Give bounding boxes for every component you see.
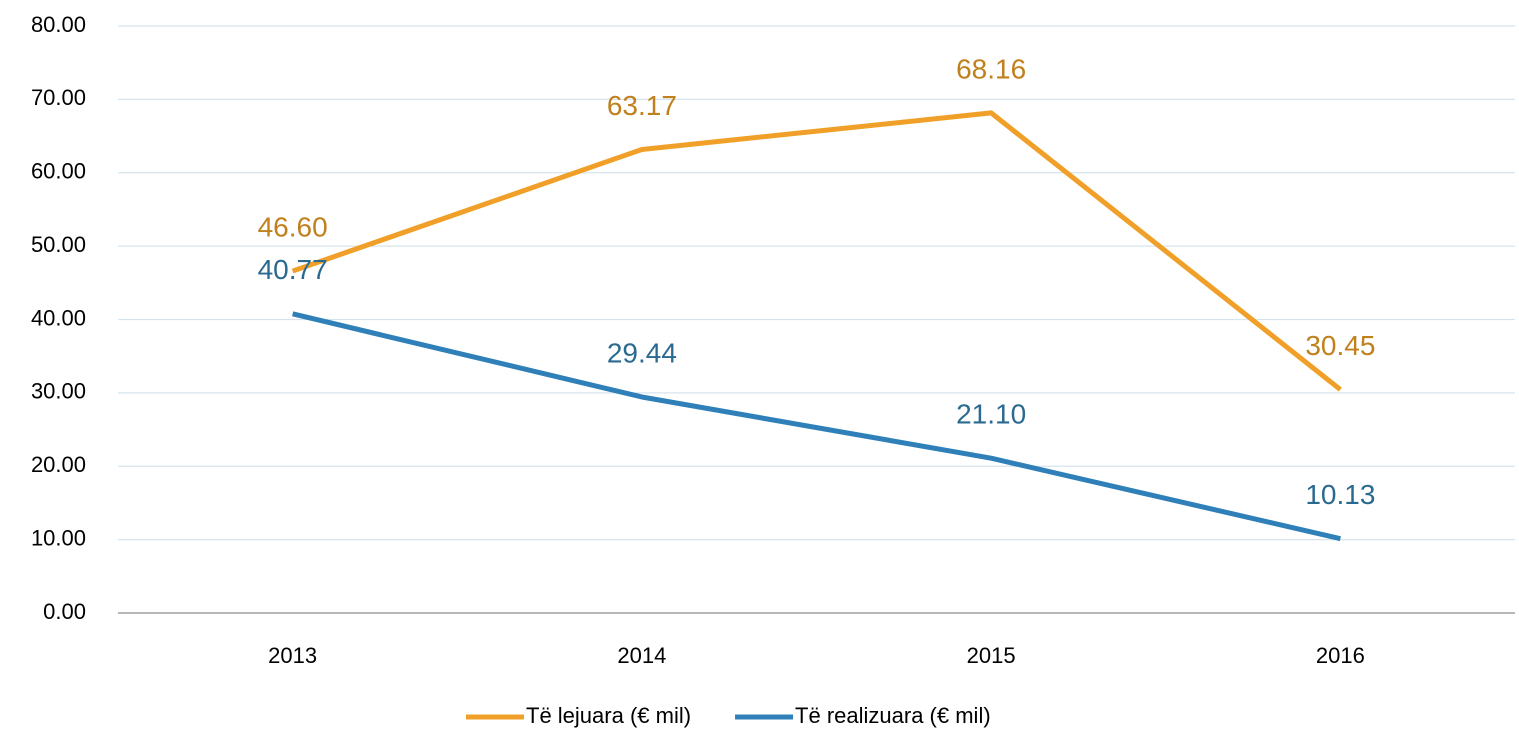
y-tick-label: 10.00 xyxy=(31,525,86,550)
y-tick-label: 30.00 xyxy=(31,379,86,404)
x-tick-label: 2014 xyxy=(617,643,666,668)
data-label: 63.17 xyxy=(607,90,677,121)
data-label: 10.13 xyxy=(1305,479,1375,510)
x-tick-label: 2013 xyxy=(268,643,317,668)
y-tick-label: 0.00 xyxy=(43,599,86,624)
series-line xyxy=(292,311,1341,542)
y-tick-label: 20.00 xyxy=(31,452,86,477)
data-label: 30.45 xyxy=(1305,330,1375,361)
y-tick-label: 60.00 xyxy=(31,159,86,184)
legend-label: Të lejuara (€ mil) xyxy=(526,703,691,728)
x-tick-label: 2016 xyxy=(1316,643,1365,668)
data-label: 68.16 xyxy=(956,53,1026,84)
y-tick-label: 80.00 xyxy=(31,12,86,37)
y-tick-label: 50.00 xyxy=(31,232,86,257)
data-label: 21.10 xyxy=(956,399,1026,430)
y-tick-label: 40.00 xyxy=(31,305,86,330)
y-tick-label: 70.00 xyxy=(31,85,86,110)
data-label: 40.77 xyxy=(258,254,328,285)
series-line xyxy=(291,110,1342,392)
data-label: 29.44 xyxy=(607,337,677,368)
data-label: 46.60 xyxy=(258,211,328,242)
x-tick-label: 2015 xyxy=(967,643,1016,668)
legend-label: Të realizuara (€ mil) xyxy=(795,703,991,728)
